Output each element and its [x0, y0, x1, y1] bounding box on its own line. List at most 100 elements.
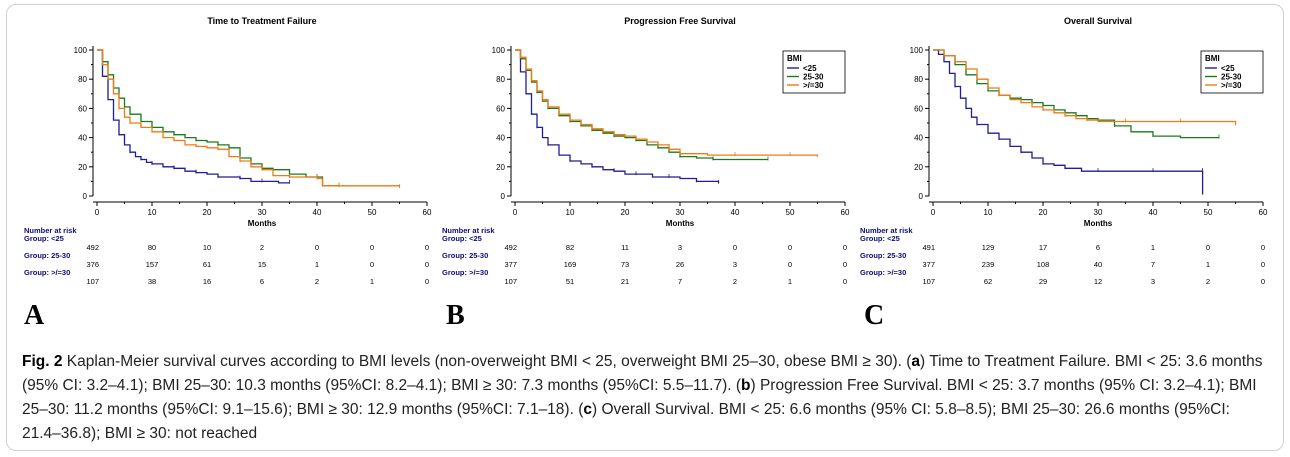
risk-count: 492: [86, 243, 99, 252]
risk-count: 0: [425, 243, 429, 252]
y-tick-label: 20: [496, 163, 505, 172]
km-curve-a-series-1: [97, 49, 339, 187]
km-curve-c-series-2: [933, 49, 1237, 125]
risk-count: 0: [843, 243, 847, 252]
x-tick-label: 10: [984, 208, 993, 217]
km-panel-a: Time to Treatment Failure 0 20 40 60 80 100 0 10…: [22, 8, 447, 338]
risk-count: 80: [148, 243, 156, 252]
risk-count: 169: [564, 260, 577, 269]
risk-count: 107: [86, 277, 99, 286]
risk-count: 2: [1206, 277, 1210, 286]
risk-group-label-2: Group: >/=30: [442, 268, 488, 277]
x-axis-label-a: Months: [248, 219, 277, 228]
y-tick-label: 20: [78, 163, 87, 172]
risk-table-title-c: Number at risk: [860, 226, 913, 235]
panel-letter-c: C: [864, 300, 885, 331]
risk-count: 108: [1037, 260, 1050, 269]
legend-box: [1200, 50, 1264, 94]
risk-count: 1: [788, 277, 792, 286]
legend-box: [782, 50, 846, 94]
legend-label-2: >/=30: [1221, 81, 1242, 90]
x-axis-label-b: Months: [666, 219, 695, 228]
km-curve-b-series-1: [515, 49, 768, 161]
risk-count: 6: [260, 277, 264, 286]
risk-count: 377: [504, 260, 517, 269]
figure-caption: Fig. 2 Kaplan-Meier survival curves acco…: [22, 350, 1272, 446]
legend-title: BMI: [787, 54, 802, 63]
legend-label-1: 25-30: [803, 73, 824, 82]
x-tick-label: 60: [423, 208, 432, 217]
caption-text-1: Kaplan-Meier survival curves according t…: [62, 353, 912, 370]
risk-count: 0: [788, 260, 792, 269]
caption-ref-c: c: [583, 401, 592, 418]
risk-count: 2: [260, 243, 264, 252]
y-tick-label: 60: [914, 104, 923, 113]
risk-count: 2: [733, 277, 737, 286]
legend-label-0: <25: [1221, 64, 1235, 73]
risk-count: 82: [566, 243, 574, 252]
y-tick-label: 100: [74, 46, 88, 55]
legend-label-1: 25-30: [1221, 73, 1242, 82]
risk-table-title-b: Number at risk: [442, 226, 495, 235]
risk-count: 1: [1151, 243, 1155, 252]
risk-count: 26: [676, 260, 684, 269]
risk-count: 0: [425, 260, 429, 269]
risk-count: 376: [86, 260, 99, 269]
x-tick-label: 50: [1204, 208, 1213, 217]
risk-count: 107: [922, 277, 935, 286]
panel-letter-b: B: [446, 300, 465, 331]
legend-label-0: <25: [803, 64, 817, 73]
x-tick-label: 30: [676, 208, 685, 217]
y-tick-label: 80: [914, 75, 923, 84]
risk-count: 0: [733, 243, 737, 252]
risk-count: 0: [315, 243, 319, 252]
y-tick-label: 40: [914, 134, 923, 143]
risk-count: 0: [843, 277, 847, 286]
caption-ref-a: a: [911, 353, 921, 370]
x-tick-label: 40: [731, 208, 740, 217]
km-curve-a-series-2: [97, 49, 401, 188]
risk-count: 29: [1039, 277, 1047, 286]
risk-count: 40: [1094, 260, 1102, 269]
x-tick-label: 50: [786, 208, 795, 217]
y-tick-label: 100: [492, 46, 506, 55]
risk-count: 21: [621, 277, 629, 286]
risk-count: 1: [1206, 260, 1210, 269]
km-curve-b-series-2: [515, 49, 819, 157]
chart-title-c: Overall Survival: [1064, 16, 1132, 26]
risk-count: 3: [1151, 277, 1155, 286]
risk-count: 7: [1151, 260, 1155, 269]
risk-group-label-2: Group: >/=30: [860, 268, 906, 277]
x-tick-label: 50: [368, 208, 377, 217]
x-tick-label: 30: [258, 208, 267, 217]
risk-count: 107: [504, 277, 517, 286]
risk-count: 157: [146, 260, 159, 269]
chart-title-a: Time to Treatment Failure: [207, 16, 316, 26]
risk-count: 0: [1206, 243, 1210, 252]
caption-label: Fig. 2: [22, 353, 63, 370]
x-tick-label: 40: [1149, 208, 1158, 217]
risk-group-label-1: Group: 25-30: [860, 251, 906, 260]
risk-group-label-2: Group: >/=30: [24, 268, 70, 277]
risk-count: 17: [1039, 243, 1047, 252]
y-tick-label: 80: [496, 75, 505, 84]
risk-count: 11: [621, 243, 629, 252]
risk-count: 0: [370, 243, 374, 252]
risk-group-label-1: Group: 25-30: [24, 251, 70, 260]
y-tick-label: 100: [910, 46, 924, 55]
x-tick-label: 60: [841, 208, 850, 217]
y-tick-label: 60: [78, 104, 87, 113]
risk-group-label-0: Group: <25: [24, 234, 64, 243]
x-tick-label: 0: [95, 208, 100, 217]
risk-count: 62: [984, 277, 992, 286]
y-tick-label: 40: [78, 134, 87, 143]
x-tick-label: 10: [148, 208, 157, 217]
risk-count: 51: [566, 277, 574, 286]
risk-count: 129: [982, 243, 995, 252]
panel-letter-a: A: [24, 300, 45, 331]
figure-frame: [6, 4, 1284, 451]
